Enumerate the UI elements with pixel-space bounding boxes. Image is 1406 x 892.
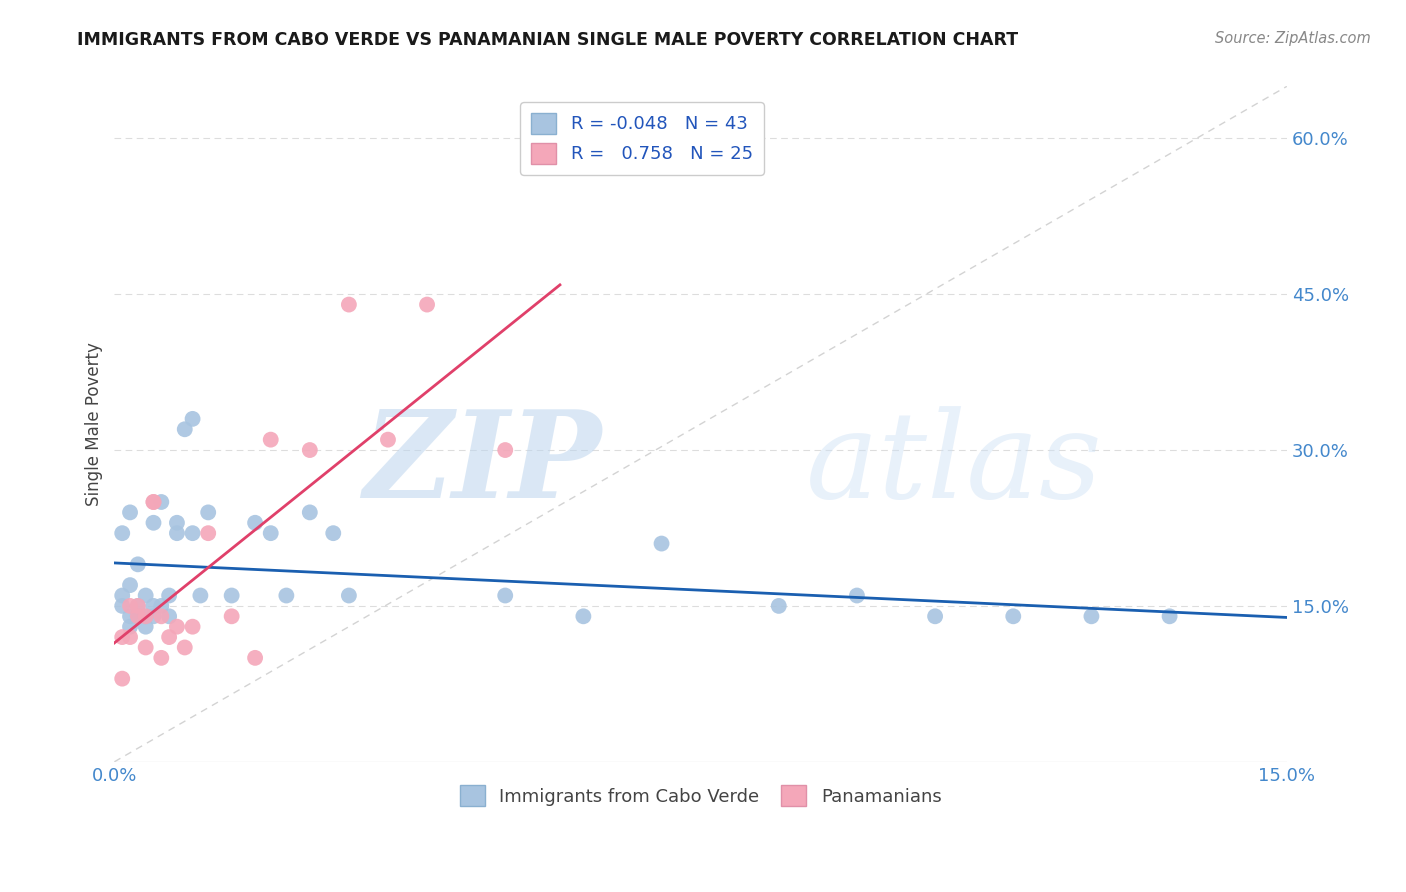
Point — [142, 599, 165, 613]
Point — [111, 526, 134, 541]
Point — [118, 505, 141, 519]
Point — [337, 589, 360, 603]
Point — [260, 526, 283, 541]
Point — [243, 651, 266, 665]
Point — [142, 495, 165, 509]
Point — [924, 609, 946, 624]
Point — [181, 620, 204, 634]
Point — [127, 609, 149, 624]
Point — [221, 609, 243, 624]
Point — [157, 589, 180, 603]
Point — [197, 505, 219, 519]
Point — [127, 599, 149, 613]
Point — [322, 526, 344, 541]
Point — [118, 609, 141, 624]
Point — [337, 297, 360, 311]
Point — [221, 589, 243, 603]
Point — [118, 620, 141, 634]
Point — [127, 558, 149, 572]
Y-axis label: Single Male Poverty: Single Male Poverty — [86, 343, 103, 506]
Point — [173, 640, 195, 655]
Text: Source: ZipAtlas.com: Source: ZipAtlas.com — [1215, 31, 1371, 46]
Point — [111, 630, 134, 644]
Point — [166, 516, 188, 530]
Point — [298, 505, 321, 519]
Point — [135, 609, 157, 624]
Point — [150, 495, 173, 509]
Point — [142, 495, 165, 509]
Point — [150, 651, 173, 665]
Point — [118, 630, 141, 644]
Point — [1159, 609, 1181, 624]
Point — [1002, 609, 1025, 624]
Point — [243, 516, 266, 530]
Point — [1080, 609, 1102, 624]
Point — [276, 589, 298, 603]
Point — [111, 589, 134, 603]
Point — [150, 609, 173, 624]
Point — [157, 609, 180, 624]
Point — [127, 609, 149, 624]
Point — [416, 297, 439, 311]
Text: ZIP: ZIP — [363, 405, 600, 524]
Point — [135, 640, 157, 655]
Legend: Immigrants from Cabo Verde, Panamanians: Immigrants from Cabo Verde, Panamanians — [453, 778, 949, 814]
Point — [135, 620, 157, 634]
Point — [135, 609, 157, 624]
Point — [173, 422, 195, 436]
Point — [111, 599, 134, 613]
Point — [260, 433, 283, 447]
Point — [197, 526, 219, 541]
Point — [111, 672, 134, 686]
Point — [150, 599, 173, 613]
Point — [118, 578, 141, 592]
Point — [651, 536, 673, 550]
Point — [768, 599, 790, 613]
Point — [298, 443, 321, 458]
Text: IMMIGRANTS FROM CABO VERDE VS PANAMANIAN SINGLE MALE POVERTY CORRELATION CHART: IMMIGRANTS FROM CABO VERDE VS PANAMANIAN… — [77, 31, 1018, 49]
Point — [494, 589, 516, 603]
Point — [494, 443, 516, 458]
Point — [135, 589, 157, 603]
Point — [190, 589, 212, 603]
Point — [157, 630, 180, 644]
Point — [127, 599, 149, 613]
Point — [572, 609, 595, 624]
Text: atlas: atlas — [806, 406, 1102, 524]
Point — [118, 599, 141, 613]
Point — [166, 526, 188, 541]
Point — [181, 526, 204, 541]
Point — [845, 589, 868, 603]
Point — [166, 620, 188, 634]
Point — [181, 412, 204, 426]
Point — [142, 609, 165, 624]
Point — [377, 433, 399, 447]
Point — [142, 516, 165, 530]
